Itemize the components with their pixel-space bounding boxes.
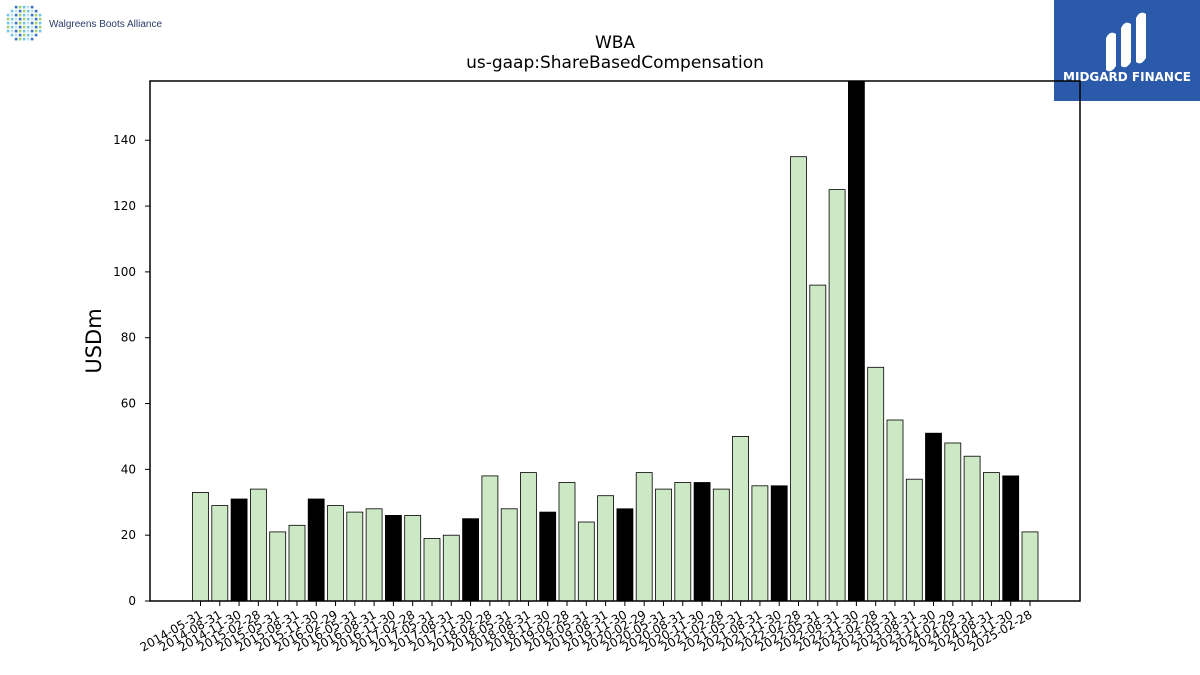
- bar: [269, 531, 287, 602]
- midgard-logo-text: MIDGARD FINANCE: [1063, 70, 1191, 84]
- bar: [384, 515, 402, 602]
- y-tick-label: 0: [128, 594, 136, 608]
- bar: [346, 511, 364, 602]
- bar: [616, 508, 634, 602]
- y-tick-label: 140: [113, 133, 136, 147]
- y-ticks-group: 0 20 40 60 80 100 120 140: [113, 133, 150, 608]
- bar: [307, 498, 325, 602]
- bar: [442, 534, 460, 602]
- bar: [867, 366, 885, 602]
- bar: [327, 505, 344, 602]
- bar: [423, 538, 441, 602]
- bar: [963, 455, 981, 602]
- bar: [577, 521, 595, 602]
- x-ticks-group: 2014-05-312014-08-312014-11-302015-02-28…: [138, 601, 1035, 654]
- bar: [809, 284, 827, 602]
- bar: [288, 524, 306, 602]
- bar: [944, 442, 962, 602]
- bar: [905, 478, 923, 602]
- bar: [404, 515, 422, 602]
- bar: [249, 488, 267, 602]
- y-tick-label: 120: [113, 199, 136, 213]
- bar: [520, 472, 537, 602]
- bar: [597, 495, 614, 602]
- bar: [481, 475, 499, 602]
- bar: [770, 485, 788, 602]
- walgreens-logo-text: Walgreens Boots Alliance: [49, 19, 162, 30]
- bar: [655, 488, 672, 602]
- bar: [365, 508, 383, 602]
- y-tick-label: 100: [113, 265, 136, 279]
- bar: [230, 498, 248, 602]
- bar: [712, 488, 730, 602]
- walgreens-logo: Walgreens Boots Alliance: [4, 4, 194, 44]
- midgard-logo-mark: MIDGARD FINANCE: [1054, 0, 1200, 101]
- bar: [693, 482, 711, 602]
- bar: [732, 435, 749, 602]
- plot-frame: [149, 80, 1081, 602]
- bar: [983, 472, 1000, 602]
- y-axis-label: USDm: [82, 308, 106, 373]
- bar: [925, 432, 942, 602]
- bars-group: [192, 80, 1039, 602]
- bar: [1002, 475, 1020, 602]
- y-tick-label: 60: [121, 397, 136, 411]
- bar: [192, 491, 209, 602]
- bar: [828, 189, 846, 602]
- y-tick-label: 40: [121, 462, 136, 476]
- bar: [539, 511, 557, 602]
- y-tick-label: 20: [121, 528, 136, 542]
- midgard-finance-logo: MIDGARD FINANCE: [1054, 0, 1200, 101]
- walgreens-logo-mark: Walgreens Boots Alliance: [6, 5, 162, 41]
- bar: [462, 518, 480, 602]
- chart-title: WBA: [595, 33, 635, 53]
- bar: [848, 80, 865, 602]
- bar: [674, 482, 692, 602]
- bar: [211, 505, 229, 602]
- chart-subtitle: us-gaap:ShareBasedCompensation: [466, 53, 764, 73]
- bar: [886, 419, 904, 602]
- bar: [500, 508, 518, 602]
- bar: [751, 485, 769, 602]
- bar: [1021, 531, 1039, 602]
- bar: [635, 472, 653, 602]
- y-tick-label: 80: [121, 331, 136, 345]
- bar: [790, 156, 807, 602]
- bar: [558, 482, 576, 602]
